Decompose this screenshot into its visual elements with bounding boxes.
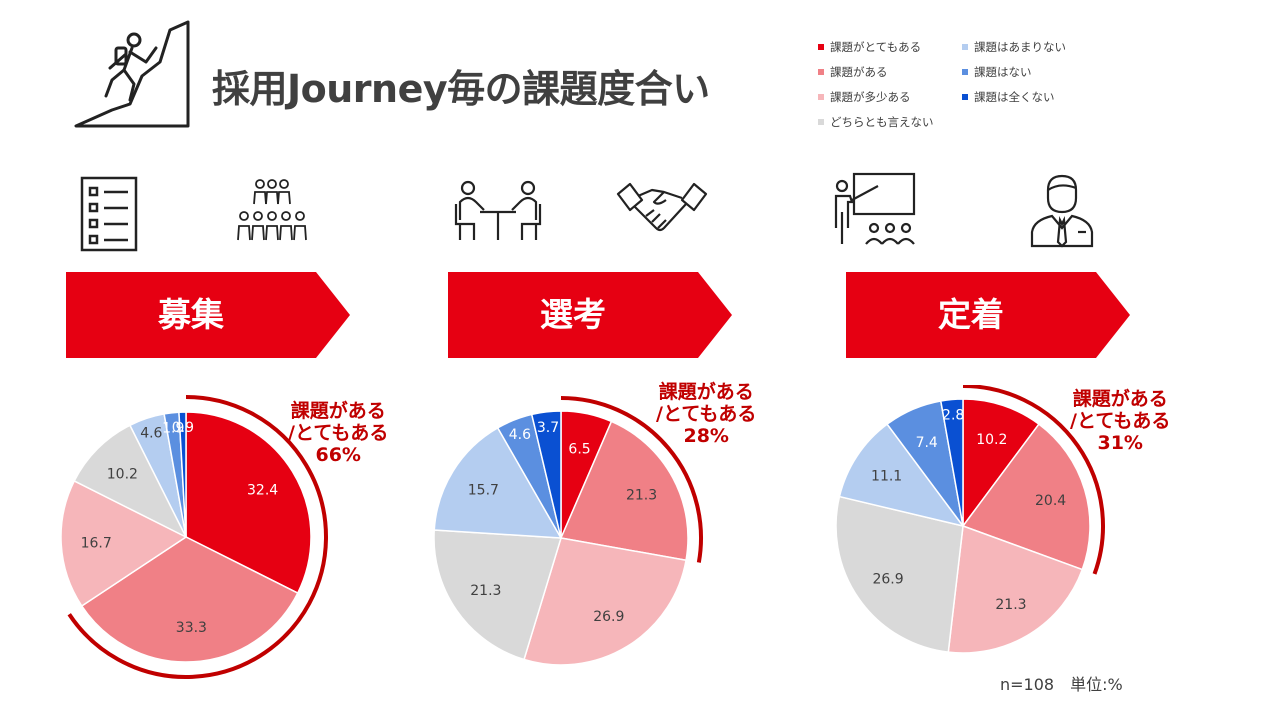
callout-line: 課題がある (290, 400, 386, 422)
pie-slice (559, 420, 689, 562)
pie-slice (835, 495, 964, 653)
highlight-arc (560, 396, 703, 563)
callout-percent: 66% (315, 444, 361, 466)
legend-item: 課題がある (818, 64, 888, 80)
banner-arrow-shape (846, 272, 1130, 358)
pie-data-label: 33.3 (176, 620, 207, 636)
legend-swatch (818, 69, 824, 75)
stage-label: 選考 (540, 295, 606, 334)
legend-item: 課題が多少ある (818, 89, 911, 105)
callout-line: 課題がある (1072, 388, 1168, 410)
pie-data-label: 10.2 (976, 432, 1007, 448)
pie-data-label: 0.9 (172, 420, 194, 436)
stage-banner-teichaku: 定着 (846, 272, 1136, 358)
footnote: n=108 単位:% (1000, 675, 1123, 694)
legend-label: どちらとも言えない (830, 115, 934, 129)
legend-item: 課題は全くない (962, 89, 1055, 105)
banner-arrow-shape (66, 272, 350, 358)
legend-label: 課題がとてもある (830, 40, 922, 54)
pie-slice (962, 398, 1040, 529)
legend-swatch (962, 69, 968, 75)
pie-slice (523, 537, 687, 666)
pie-slice (961, 423, 1091, 571)
pie-data-label: 26.9 (872, 571, 903, 587)
pie-slice (80, 536, 299, 663)
callout-line: /とてもある (288, 422, 389, 444)
callout-percent: 28% (683, 425, 729, 447)
legend-swatch (962, 94, 968, 100)
pie-data-label: 2.8 (942, 408, 964, 424)
legend-label: 課題がある (830, 65, 888, 79)
stage-label: 定着 (938, 295, 1004, 334)
stage-label: 募集 (158, 295, 224, 334)
legend-label: 課題はない (974, 65, 1032, 79)
pie-data-label: 20.4 (1035, 493, 1066, 509)
pie-slice (60, 479, 188, 607)
pie-slice (947, 524, 1084, 654)
legend-label: 課題は全くない (974, 90, 1055, 104)
pie-slice (838, 423, 965, 528)
callout-line: /とてもある (656, 403, 757, 425)
pie-data-label: 32.4 (247, 483, 278, 499)
crowd-icon (237, 179, 307, 241)
page-title: 採用Journey毎の課題度合い (212, 67, 710, 111)
training-icon (834, 172, 916, 245)
pie-data-label: 21.3 (995, 597, 1026, 613)
legend-label: 課題が多少ある (830, 90, 911, 104)
pie-chart-senko: 6.5 21.3 26.9 21.3 15.7 4.6 3.7 (433, 396, 703, 666)
pie-data-label: 26.9 (593, 609, 624, 625)
pie-slice (433, 426, 563, 539)
pie-data-label: 15.7 (468, 483, 499, 499)
handshake-icon (616, 182, 708, 232)
pie-data-label: 21.3 (470, 583, 501, 599)
climber-icon (74, 20, 190, 128)
callout-boshu: 課題がある /とてもある 66% (288, 400, 388, 466)
pie-slice (530, 410, 562, 539)
callout-teichaku: 課題がある /とてもある 31% (1070, 388, 1170, 454)
legend-item: どちらとも言えない (818, 114, 934, 130)
pie-slice (939, 398, 964, 527)
pie-chart-teichaku: 10.2 20.4 21.3 26.9 11.1 7.42.8 (835, 385, 1105, 654)
highlight-arc (67, 395, 328, 679)
pie-data-label: 10.2 (107, 466, 138, 482)
pie-slice (178, 411, 187, 538)
highlight-arc (962, 385, 1105, 575)
pie-data-label: 6.5 (568, 441, 590, 457)
callout-line: 課題がある (658, 381, 754, 403)
legend-item: 課題はあまりない (962, 39, 1066, 55)
pie-data-label: 16.7 (81, 535, 112, 551)
banner-arrow-shape (448, 272, 732, 358)
pie-data-label: 21.3 (626, 488, 657, 504)
pie-data-label: 11.1 (871, 469, 902, 485)
legend-swatch (818, 119, 824, 125)
legend-swatch (818, 94, 824, 100)
legend-swatch (962, 44, 968, 50)
pie-data-label: 3.7 (537, 420, 559, 436)
pie-slice (73, 424, 188, 539)
pie-data-label: 4.6 (509, 427, 531, 443)
checklist-icon (80, 176, 138, 252)
pie-slice (185, 411, 312, 595)
callout-percent: 31% (1097, 432, 1143, 454)
pie-slice (433, 529, 562, 661)
callout-line: /とてもある (1070, 410, 1171, 432)
pie-data-label: 7.4 (916, 435, 938, 451)
legend-label: 課題はあまりない (974, 40, 1066, 54)
legend-swatch (818, 44, 824, 50)
callout-senko: 課題がある /とてもある 28% (656, 381, 756, 447)
pie-data-label: 1.9 (162, 421, 184, 437)
legend-item: 課題はない (962, 64, 1032, 80)
stage-banner-boshu: 募集 (66, 272, 356, 358)
pie-chart-boshu: 32.4 33.3 16.7 10.2 4.6 1.90.9 (60, 395, 328, 679)
stage-banner-senko: 選考 (448, 272, 738, 358)
legend-item: 課題がとてもある (818, 39, 921, 55)
employee-icon (1030, 174, 1094, 248)
interview-icon (454, 180, 542, 240)
pie-data-label: 4.6 (140, 426, 162, 442)
